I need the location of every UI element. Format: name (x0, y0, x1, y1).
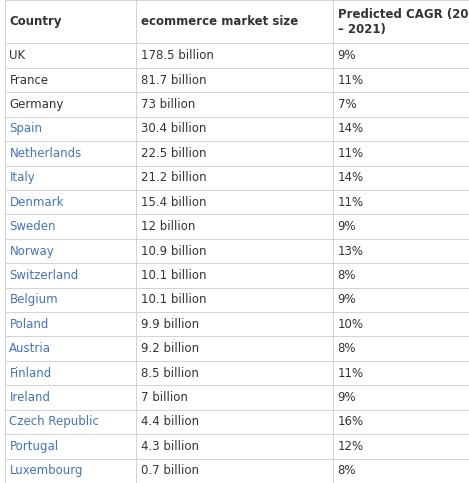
Text: Belgium: Belgium (9, 293, 58, 306)
Text: Austria: Austria (9, 342, 52, 355)
Text: 16%: 16% (338, 415, 364, 428)
Text: 8%: 8% (338, 269, 356, 282)
Text: 4.4 billion: 4.4 billion (141, 415, 199, 428)
Text: 15.4 billion: 15.4 billion (141, 196, 206, 209)
Text: 30.4 billion: 30.4 billion (141, 122, 206, 135)
Text: 12%: 12% (338, 440, 364, 453)
Text: 9.9 billion: 9.9 billion (141, 318, 199, 331)
Text: UK: UK (9, 49, 25, 62)
Text: 10%: 10% (338, 318, 363, 331)
Text: 11%: 11% (338, 196, 364, 209)
Text: 9%: 9% (338, 49, 356, 62)
Text: ecommerce market size: ecommerce market size (141, 15, 298, 28)
Text: 7%: 7% (338, 98, 356, 111)
Text: Finland: Finland (9, 367, 52, 380)
Text: 11%: 11% (338, 367, 364, 380)
Text: 11%: 11% (338, 73, 364, 86)
Text: 9%: 9% (338, 293, 356, 306)
Text: 22.5 billion: 22.5 billion (141, 147, 206, 160)
Text: Czech Republic: Czech Republic (9, 415, 99, 428)
Text: 10.1 billion: 10.1 billion (141, 293, 206, 306)
Text: Ireland: Ireland (9, 391, 50, 404)
Text: Sweden: Sweden (9, 220, 56, 233)
Text: Spain: Spain (9, 122, 42, 135)
Text: 9%: 9% (338, 391, 356, 404)
Text: 12 billion: 12 billion (141, 220, 195, 233)
Text: 7 billion: 7 billion (141, 391, 188, 404)
Text: 9%: 9% (338, 220, 356, 233)
Text: Portugal: Portugal (9, 440, 59, 453)
Text: Netherlands: Netherlands (9, 147, 82, 160)
Text: Switzerland: Switzerland (9, 269, 79, 282)
Text: Norway: Norway (9, 244, 54, 257)
Text: Italy: Italy (9, 171, 35, 185)
Text: 81.7 billion: 81.7 billion (141, 73, 206, 86)
Text: Poland: Poland (9, 318, 49, 331)
Text: Germany: Germany (9, 98, 64, 111)
Text: 8.5 billion: 8.5 billion (141, 367, 198, 380)
Text: 0.7 billion: 0.7 billion (141, 464, 199, 477)
Text: 73 billion: 73 billion (141, 98, 195, 111)
Text: Luxembourg: Luxembourg (9, 464, 83, 477)
Text: 178.5 billion: 178.5 billion (141, 49, 213, 62)
Text: Denmark: Denmark (9, 196, 64, 209)
Text: 14%: 14% (338, 171, 364, 185)
Text: 10.9 billion: 10.9 billion (141, 244, 206, 257)
Text: Country: Country (9, 15, 62, 28)
Text: 8%: 8% (338, 342, 356, 355)
Text: 9.2 billion: 9.2 billion (141, 342, 199, 355)
Text: 11%: 11% (338, 147, 364, 160)
Text: France: France (9, 73, 48, 86)
Text: 4.3 billion: 4.3 billion (141, 440, 199, 453)
Text: 13%: 13% (338, 244, 363, 257)
Text: 8%: 8% (338, 464, 356, 477)
Text: 10.1 billion: 10.1 billion (141, 269, 206, 282)
Text: 21.2 billion: 21.2 billion (141, 171, 206, 185)
Text: Predicted CAGR (2018
– 2021): Predicted CAGR (2018 – 2021) (338, 8, 469, 36)
Text: 14%: 14% (338, 122, 364, 135)
